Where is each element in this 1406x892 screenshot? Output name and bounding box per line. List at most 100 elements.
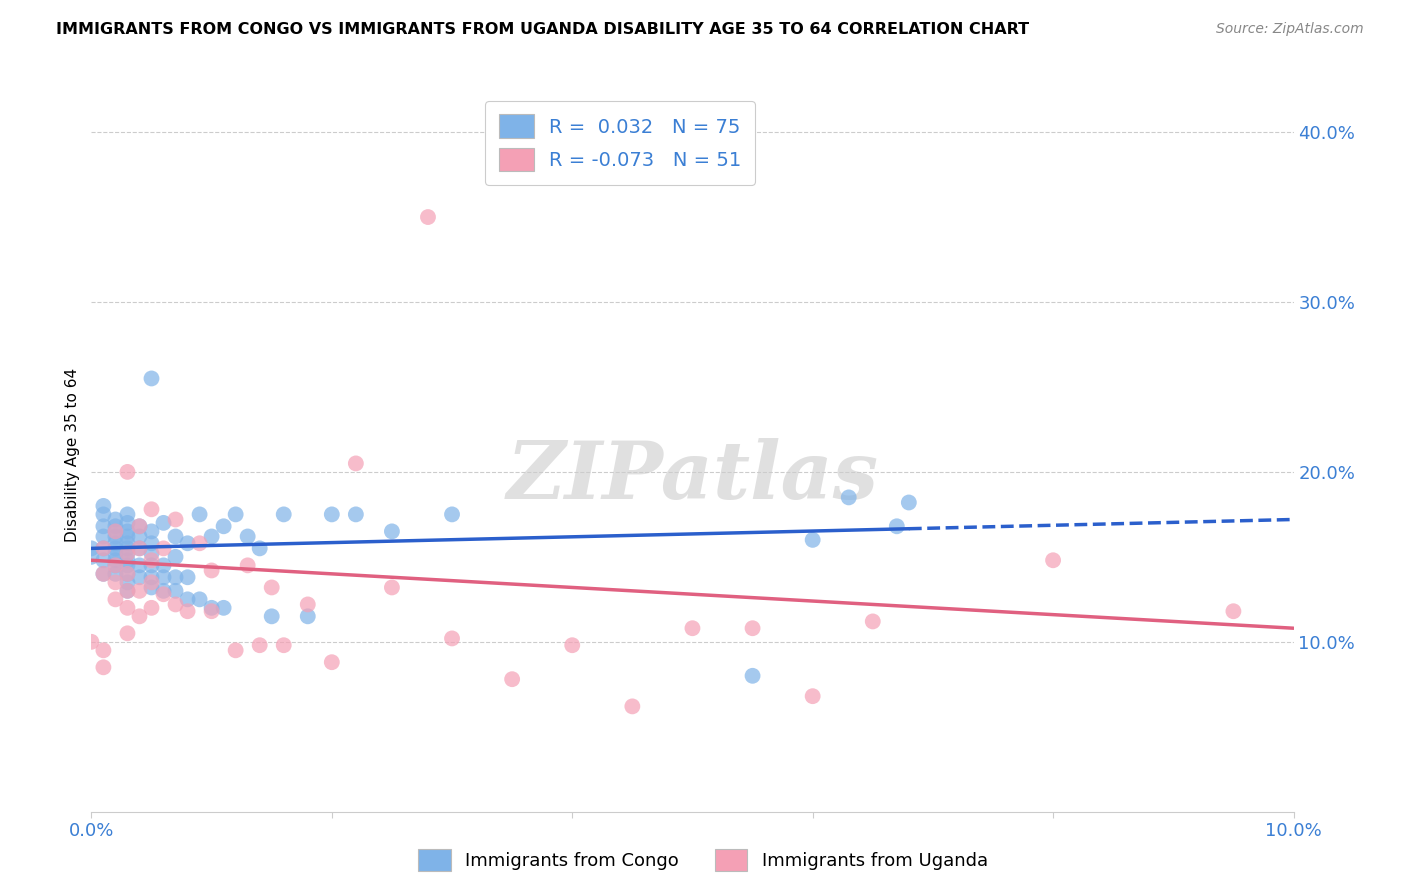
Point [381, 524, 404, 539]
Point [117, 566, 139, 581]
Point [561, 638, 583, 652]
Legend: Immigrants from Congo, Immigrants from Uganda: Immigrants from Congo, Immigrants from U… [411, 842, 995, 879]
Point [152, 570, 174, 584]
Point [117, 583, 139, 598]
Point [80, 541, 103, 556]
Point [297, 609, 319, 624]
Point [176, 536, 198, 550]
Point [117, 546, 139, 560]
Point [176, 592, 198, 607]
Point [236, 558, 259, 573]
Point [621, 699, 644, 714]
Point [165, 529, 187, 543]
Point [188, 536, 211, 550]
Point [440, 632, 463, 646]
Point [128, 570, 150, 584]
Point [1222, 604, 1244, 618]
Point [273, 638, 295, 652]
Point [188, 592, 211, 607]
Text: Source: ZipAtlas.com: Source: ZipAtlas.com [1216, 22, 1364, 37]
Point [165, 583, 187, 598]
Point [117, 529, 139, 543]
Point [201, 564, 224, 578]
Point [104, 536, 127, 550]
Point [93, 553, 115, 567]
Point [93, 519, 115, 533]
Point [165, 549, 187, 564]
Point [93, 660, 115, 674]
Point [897, 495, 920, 509]
Point [501, 672, 523, 686]
Point [104, 529, 127, 543]
Point [801, 533, 824, 547]
Point [141, 570, 163, 584]
Point [862, 615, 884, 629]
Point [321, 508, 343, 522]
Point [152, 516, 174, 530]
Point [741, 621, 763, 635]
Point [117, 558, 139, 573]
Point [141, 600, 163, 615]
Point [1042, 553, 1064, 567]
Point [117, 566, 139, 581]
Point [141, 371, 163, 385]
Point [152, 587, 174, 601]
Point [165, 598, 187, 612]
Point [117, 553, 139, 567]
Point [141, 581, 163, 595]
Point [117, 465, 139, 479]
Point [141, 546, 163, 560]
Point [297, 598, 319, 612]
Point [681, 621, 703, 635]
Point [141, 553, 163, 567]
Point [128, 519, 150, 533]
Point [165, 570, 187, 584]
Point [93, 541, 115, 556]
Point [104, 592, 127, 607]
Point [273, 508, 295, 522]
Point [117, 536, 139, 550]
Point [381, 581, 404, 595]
Point [104, 512, 127, 526]
Point [260, 581, 283, 595]
Point [128, 541, 150, 556]
Point [188, 508, 211, 522]
Point [128, 529, 150, 543]
Legend: R =  0.032   N = 75, R = -0.073   N = 51: R = 0.032 N = 75, R = -0.073 N = 51 [485, 101, 755, 186]
Point [93, 566, 115, 581]
Point [176, 570, 198, 584]
Point [165, 512, 187, 526]
Point [176, 604, 198, 618]
Point [93, 643, 115, 657]
Point [117, 541, 139, 556]
Point [117, 546, 139, 560]
Text: ZIPatlas: ZIPatlas [506, 438, 879, 515]
Point [93, 541, 115, 556]
Point [344, 457, 367, 471]
Point [440, 508, 463, 522]
Point [201, 604, 224, 618]
Point [128, 541, 150, 556]
Point [152, 558, 174, 573]
Text: IMMIGRANTS FROM CONGO VS IMMIGRANTS FROM UGANDA DISABILITY AGE 35 TO 64 CORRELAT: IMMIGRANTS FROM CONGO VS IMMIGRANTS FROM… [56, 22, 1029, 37]
Point [117, 600, 139, 615]
Point [249, 541, 271, 556]
Point [117, 516, 139, 530]
Point [128, 609, 150, 624]
Point [225, 508, 247, 522]
Point [80, 549, 103, 564]
Point [104, 524, 127, 539]
Point [104, 575, 127, 590]
Point [201, 529, 224, 543]
Point [128, 583, 150, 598]
Point [93, 566, 115, 581]
Point [93, 529, 115, 543]
Point [104, 546, 127, 560]
Point [886, 519, 908, 533]
Y-axis label: Disability Age 35 to 64: Disability Age 35 to 64 [65, 368, 80, 542]
Point [801, 689, 824, 703]
Point [141, 575, 163, 590]
Point [212, 519, 235, 533]
Point [236, 529, 259, 543]
Point [104, 541, 127, 556]
